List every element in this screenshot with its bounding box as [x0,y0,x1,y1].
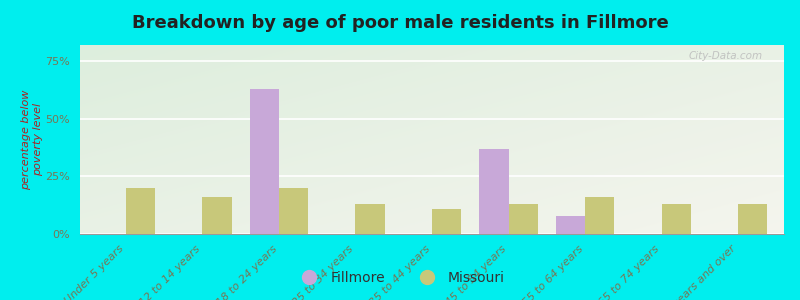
Bar [126,188,155,234]
Bar [432,208,461,234]
Bar [556,216,585,234]
Bar [250,89,279,234]
Text: City-Data.com: City-Data.com [689,51,763,61]
Bar [202,197,231,234]
Bar [662,204,690,234]
Bar [738,204,767,234]
Text: Breakdown by age of poor male residents in Fillmore: Breakdown by age of poor male residents … [132,14,668,32]
Bar [585,197,614,234]
Bar [479,149,509,234]
Bar [279,188,308,234]
Y-axis label: percentage below
poverty level: percentage below poverty level [21,89,42,190]
Legend: Fillmore, Missouri: Fillmore, Missouri [290,265,510,290]
Bar [355,204,385,234]
Bar [509,204,538,234]
